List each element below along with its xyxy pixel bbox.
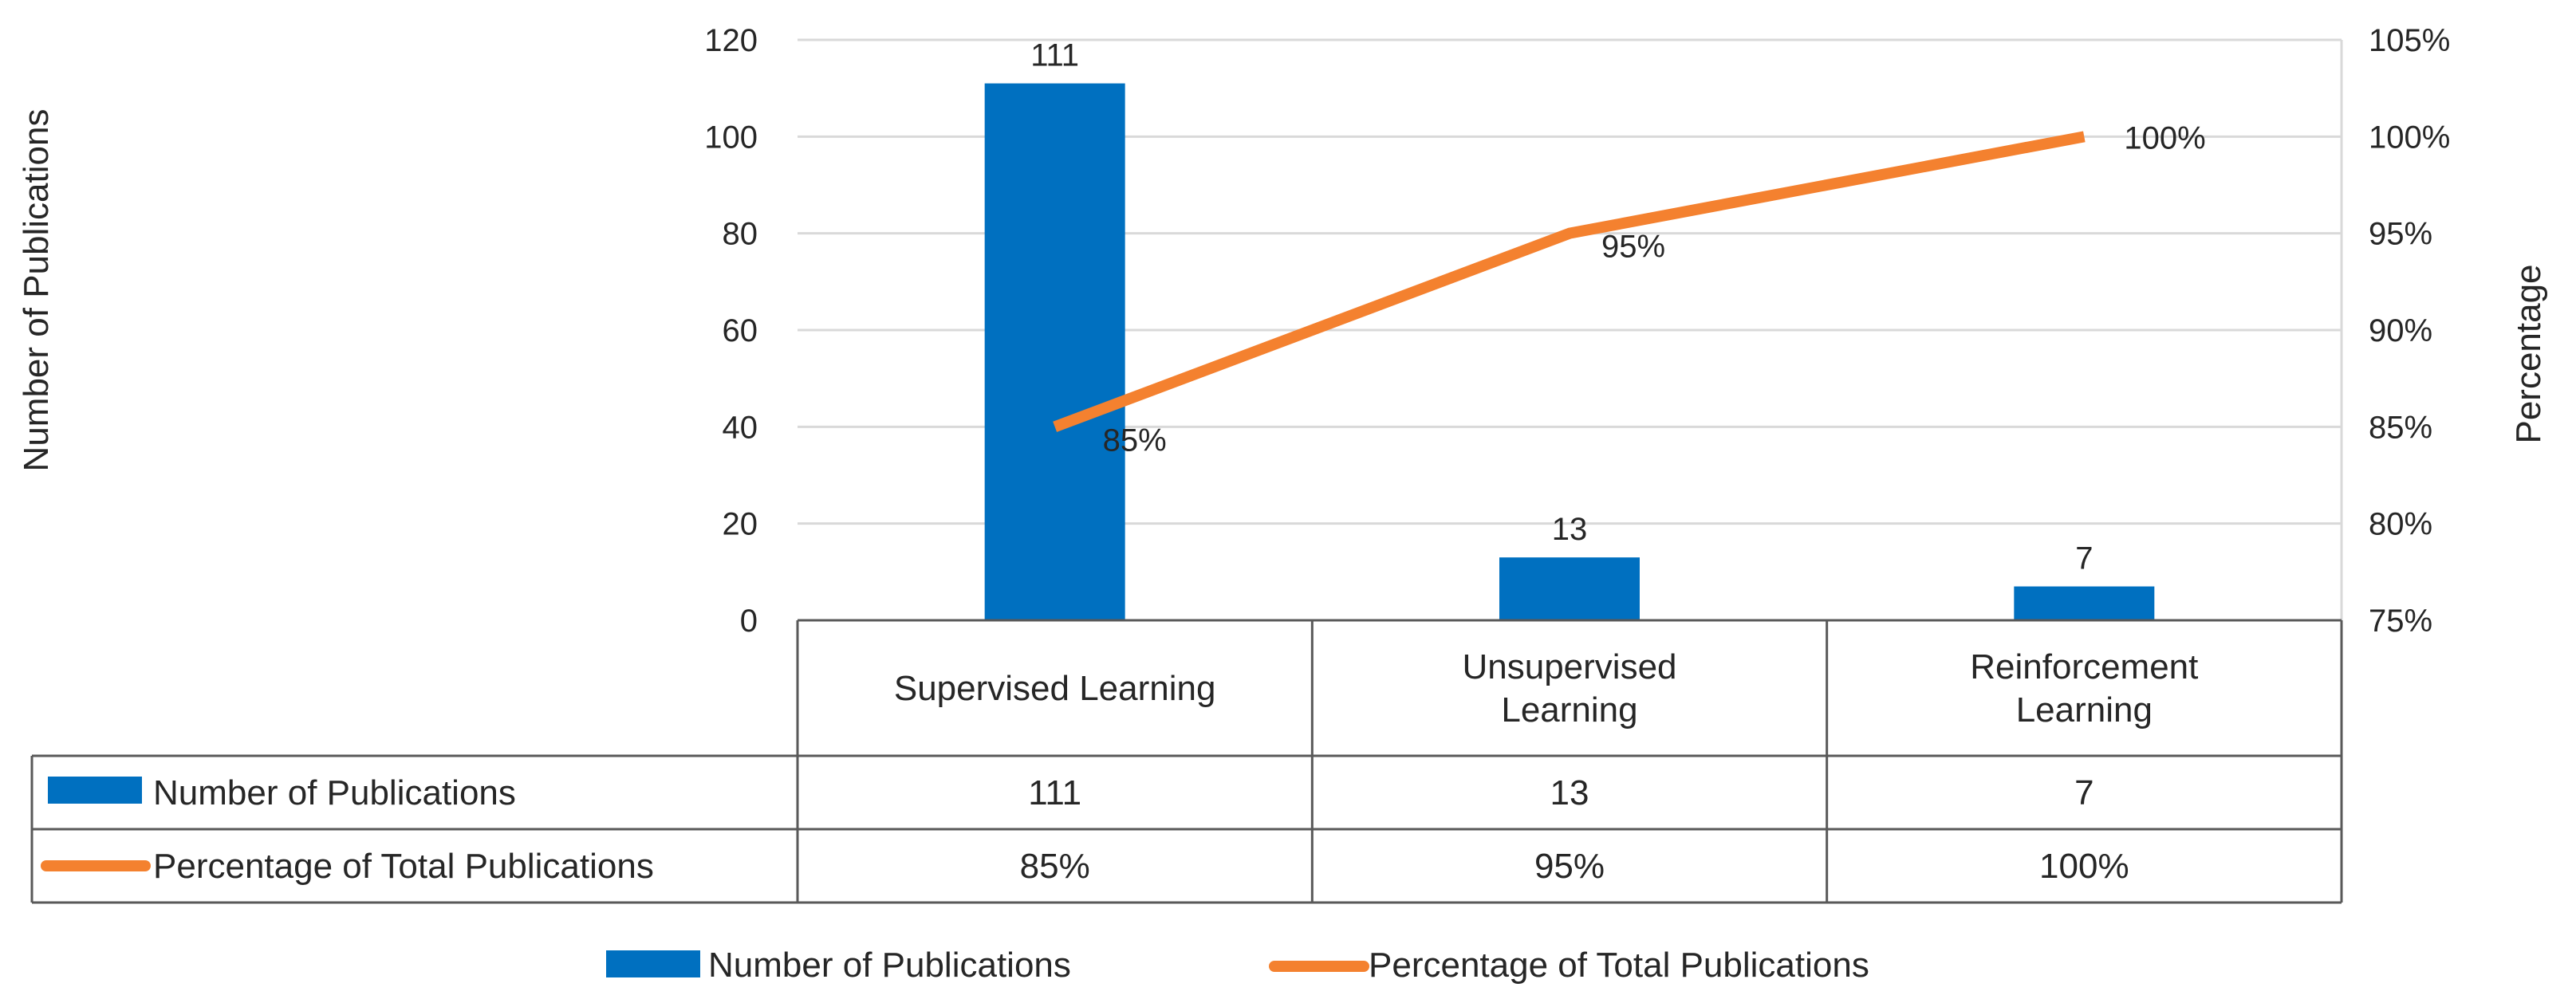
legend-label: Number of Publications [708, 946, 1071, 985]
table-series-name: Number of Publications [153, 773, 516, 812]
table-series-name: Percentage of Total Publications [153, 847, 654, 886]
left-tick-label: 100 [704, 120, 758, 155]
line-value-label: 85% [1103, 423, 1167, 458]
table-cell: 95% [1534, 847, 1605, 886]
right-tick-label: 80% [2369, 507, 2432, 542]
bars [984, 83, 2155, 621]
category-label: Learning [1501, 690, 1637, 730]
right-axis-title: Percentage [2509, 264, 2548, 443]
category-label: Supervised Learning [894, 669, 1216, 708]
right-tick-label: 90% [2369, 313, 2432, 348]
legend: Number of Publications Percentage of Tota… [606, 946, 1869, 985]
percentage-line-group [1053, 131, 2086, 432]
data-table: Supervised Learning Unsupervised Learning R… [30, 619, 2343, 904]
bar-value-label: 13 [1552, 512, 1588, 547]
bar-3 [2014, 586, 2155, 620]
table-legend-key-bars [48, 777, 142, 804]
left-tick-label: 120 [704, 23, 758, 58]
category-label: Unsupervised [1462, 647, 1676, 686]
right-tick-label: 75% [2369, 604, 2432, 639]
right-tick-label: 105% [2369, 23, 2450, 58]
bar-1 [984, 83, 1125, 621]
left-tick-label: 20 [723, 507, 758, 542]
bar-value-label: 111 [1030, 38, 1079, 73]
line-value-label: 95% [1601, 230, 1665, 265]
table-cell: 100% [2039, 847, 2129, 886]
left-axis: 0 20 40 60 80 100 120 Number of Publications [17, 23, 758, 639]
legend-label: Percentage of Total Publications [1369, 946, 1869, 985]
legend-key-bars [606, 950, 700, 977]
category-label: Reinforcement [1970, 647, 2198, 686]
percentage-line [1053, 131, 2086, 432]
line-value-label: 100% [2124, 120, 2205, 155]
right-tick-label: 100% [2369, 120, 2450, 155]
left-tick-label: 80 [723, 217, 758, 252]
table-cell: 85% [1020, 847, 1090, 886]
right-tick-label: 85% [2369, 410, 2432, 445]
bar-value-label: 7 [2075, 541, 2093, 576]
right-tick-label: 95% [2369, 217, 2432, 252]
left-tick-label: 0 [740, 604, 758, 639]
data-labels: 111 13 7 85% 95% 100% [1030, 38, 2205, 576]
left-tick-label: 40 [723, 410, 758, 445]
table-cell: 111 [1028, 773, 1081, 812]
left-axis-title: Number of Publications [17, 109, 56, 472]
right-axis: 75% 80% 85% 90% 95% 100% 105% Percentage [2369, 23, 2548, 639]
table-cell: 7 [2074, 773, 2093, 812]
bar-2 [1499, 557, 1640, 620]
category-label: Learning [2016, 690, 2153, 730]
table-cell: 13 [1550, 773, 1589, 812]
left-tick-label: 60 [723, 313, 758, 348]
